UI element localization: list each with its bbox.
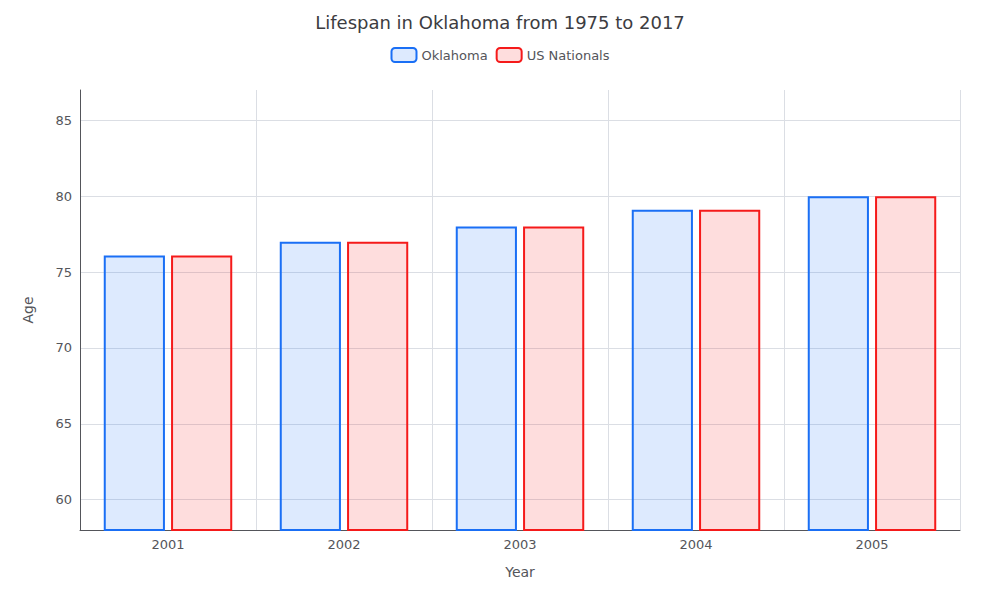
svg-text:Lifespan in Oklahoma from 1975: Lifespan in Oklahoma from 1975 to 2017 (315, 12, 685, 33)
svg-text:70: 70 (55, 340, 72, 355)
svg-text:85: 85 (55, 113, 72, 128)
svg-text:2001: 2001 (151, 537, 184, 552)
svg-text:Oklahoma: Oklahoma (421, 48, 487, 63)
svg-text:US Nationals: US Nationals (527, 48, 610, 63)
svg-text:80: 80 (55, 189, 72, 204)
svg-text:65: 65 (55, 416, 72, 431)
svg-text:75: 75 (55, 265, 72, 280)
svg-text:2002: 2002 (327, 537, 360, 552)
svg-text:2005: 2005 (855, 537, 888, 552)
svg-text:2003: 2003 (503, 537, 536, 552)
svg-text:Age: Age (20, 296, 36, 323)
svg-text:60: 60 (55, 492, 72, 507)
svg-text:Year: Year (504, 564, 535, 580)
svg-text:2004: 2004 (679, 537, 712, 552)
